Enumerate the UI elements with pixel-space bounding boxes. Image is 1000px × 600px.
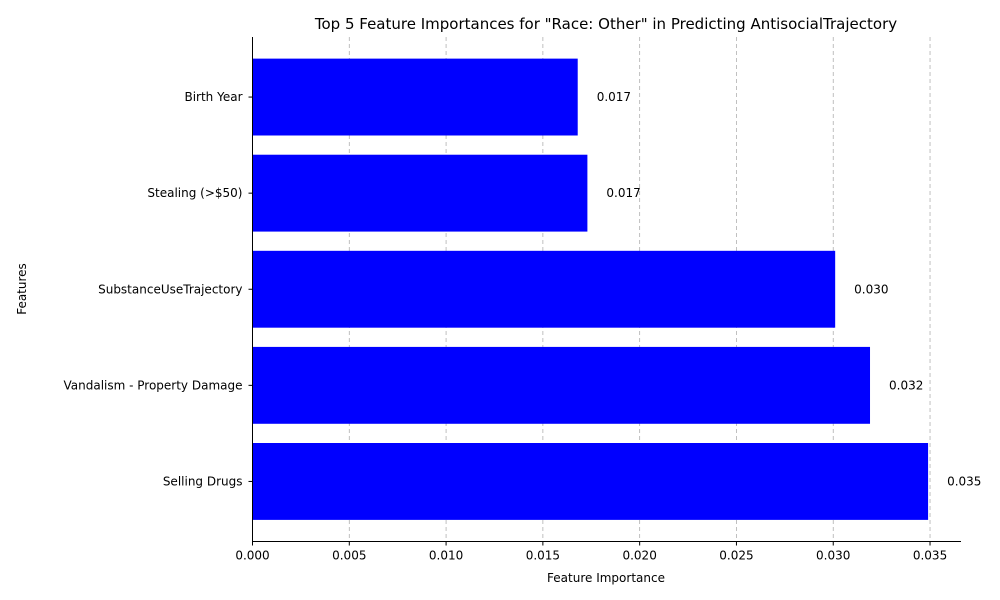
x-tick-label: 0.025 [719,549,753,563]
x-tick-label: 0.015 [526,549,560,563]
y-tick-label: Birth Year [184,90,242,104]
chart-title: Top 5 Feature Importances for "Race: Oth… [314,15,897,33]
bar-value-label: 0.017 [606,186,640,200]
y-axis-label: Features [15,263,29,315]
bar [252,250,836,328]
x-tick-label: 0.000 [235,549,269,563]
bar [252,154,588,232]
bar-value-label: 0.035 [947,474,981,488]
x-tick-label: 0.005 [332,549,366,563]
y-tick-label: Selling Drugs [163,474,243,488]
y-tick-label: Vandalism - Property Damage [63,378,242,392]
data-labels: 0.035 0.032 0.030 0.017 0.017 [597,90,982,488]
bar-value-label: 0.030 [854,282,888,296]
bar-value-label: 0.017 [597,90,631,104]
bar [252,58,578,136]
x-axis-label: Feature Importance [547,571,665,585]
bars [252,58,929,520]
x-tick-label: 0.010 [429,549,463,563]
bar [252,346,871,424]
x-tick-label: 0.020 [622,549,656,563]
bar-value-label: 0.032 [889,378,923,392]
x-tick-label: 0.030 [816,549,850,563]
y-ticks: Selling Drugs Vandalism - Property Damage… [63,90,253,488]
bar [252,443,929,520]
x-tick-label: 0.035 [913,549,947,563]
x-ticks: 0.000 0.005 0.010 0.015 0.020 0.025 0.030 0.035 [235,541,947,563]
y-tick-label: SubstanceUseTrajectory [98,282,242,296]
y-tick-label: Stealing (>$50) [147,186,242,200]
